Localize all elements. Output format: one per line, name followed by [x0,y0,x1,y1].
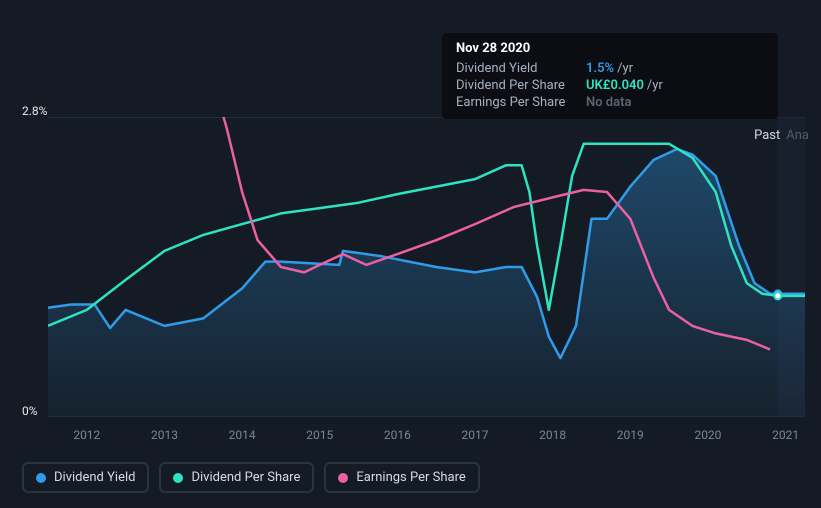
x-tick: 2020 [694,428,721,442]
legend-dot [338,473,348,483]
x-tick: 2014 [229,428,256,442]
past-future-label: Past Ana [754,128,809,143]
x-tick: 2019 [617,428,644,442]
legend-item[interactable]: Dividend Per Share [159,462,314,493]
tooltip-row-value: 1.5% [586,61,614,76]
tooltip-row-label: Earnings Per Share [456,95,586,110]
legend-label: Dividend Yield [54,470,135,485]
tooltip-row-suffix: /yr [617,61,633,76]
y-axis-max-label: 2.8% [22,104,47,118]
y-axis-min-label: 0% [22,404,38,418]
x-tick: 2012 [73,428,100,442]
x-tick: 2015 [306,428,333,442]
tooltip-row-value: No data [586,95,631,110]
dividend-chart: 2.8% 0% 2012 2013 2014 2015 2016 2017 2018 2019… [0,0,821,508]
x-axis: 2012 2013 2014 2015 2016 2017 2018 2019 2020 2021 [48,428,805,448]
x-tick: 2018 [539,428,566,442]
chart-tooltip: Nov 28 2020 Dividend Yield1.5%/yrDividen… [442,33,778,119]
x-tick: 2017 [462,428,489,442]
tooltip-row-label: Dividend Per Share [456,78,586,93]
marker-dps [774,292,781,299]
legend-dot [173,473,183,483]
legend: Dividend Yield Dividend Per Share Earnings… [22,462,480,493]
x-tick: 2021 [772,428,799,442]
legend-item[interactable]: Earnings Per Share [324,462,479,493]
legend-item[interactable]: Dividend Yield [22,462,149,493]
tooltip-row-suffix: /yr [647,78,663,93]
future-label: Ana [786,128,809,143]
tooltip-row: Earnings Per ShareNo data [456,94,764,111]
tooltip-row: Dividend Per ShareUK£0.040/yr [456,77,764,94]
past-label: Past [754,128,780,143]
x-tick: 2013 [151,428,178,442]
legend-label: Dividend Per Share [191,470,300,485]
tooltip-date: Nov 28 2020 [456,41,764,56]
tooltip-row-label: Dividend Yield [456,61,586,76]
tooltip-row: Dividend Yield1.5%/yr [456,60,764,77]
plot-area[interactable] [48,117,805,417]
legend-label: Earnings Per Share [356,470,465,485]
x-tick: 2016 [384,428,411,442]
legend-dot [36,473,46,483]
tooltip-row-value: UK£0.040 [586,78,644,93]
